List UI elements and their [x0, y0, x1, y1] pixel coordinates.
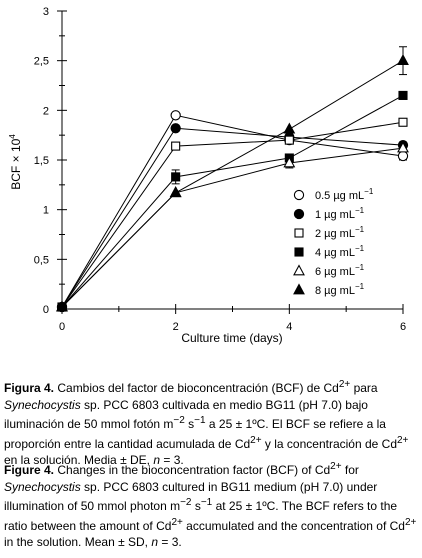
y-tick-label: 1,5 [34, 155, 49, 167]
y-tick-label: 2,5 [34, 56, 49, 68]
legend-entry: 2 µg mL−1 [315, 225, 365, 240]
caption-english: Figure 4. Changes in the bioconcentratio… [4, 461, 417, 549]
legend-marker [293, 189, 305, 201]
data-point [397, 141, 409, 153]
data-point [284, 135, 294, 145]
data-point [171, 141, 181, 151]
legend-marker [293, 283, 305, 295]
legend-entry: 4 µg mL−1 [315, 244, 365, 259]
x-tick-label: 4 [286, 321, 292, 333]
y-axis-label: BCF × 104 [8, 134, 23, 190]
legend-marker [293, 208, 305, 220]
y-tick-label: 1 [43, 205, 49, 217]
x-tick-label: 6 [400, 321, 406, 333]
data-point [398, 117, 408, 127]
data-point [397, 54, 409, 66]
series-line-0 [61, 114, 404, 308]
data-point [169, 186, 182, 198]
x-tick-label: 0 [59, 321, 65, 333]
y-tick-label: 0 [43, 304, 49, 316]
legend-marker [294, 247, 304, 257]
data-point [170, 123, 181, 134]
x-axis-label: Culture time (days) [181, 331, 282, 345]
legend-entry: 1 µg mL−1 [315, 206, 365, 221]
legend-marker [294, 228, 304, 238]
series-line-5 [61, 60, 404, 308]
x-tick-label: 2 [173, 321, 179, 333]
series-line-2 [61, 121, 404, 308]
data-point [171, 172, 181, 182]
caption-label: Figura 4. [4, 381, 55, 395]
legend-entry: 8 µg mL−1 [315, 282, 365, 297]
series-line-1 [61, 127, 404, 308]
y-tick-label: 3 [43, 6, 49, 18]
data-point [398, 90, 408, 100]
y-tick-label: 2 [43, 105, 49, 117]
legend-entry: 0.5 µg mL−1 [315, 187, 374, 202]
data-point [170, 110, 181, 121]
data-point [283, 122, 296, 134]
legend-marker [293, 264, 305, 276]
legend: 0.5 µg mL−1 1 µg mL−1 2 µg mL−1 4 µg mL−1 6 … [293, 187, 374, 297]
data-point [397, 150, 409, 162]
bcf-line-chart: 0 0,5 1 1,5 2 2,5 3 0 2 4 6 0.5 µg mL−1 1 µg mL−1 2 … [8, 6, 409, 345]
data-point [283, 156, 296, 168]
data-point [56, 300, 68, 312]
y-tick-label: 0,5 [34, 254, 49, 266]
caption-label: Figure 4. [4, 463, 55, 477]
series-lines [61, 60, 404, 308]
axes: 0 0,5 1 1,5 2 2,5 3 0 2 4 6 [34, 6, 406, 333]
caption-spanish: Figura 4. Cambios del factor de bioconce… [4, 379, 409, 467]
legend-entry: 6 µg mL−1 [315, 263, 365, 278]
series-markers [56, 54, 409, 313]
series-line-3 [61, 94, 404, 308]
